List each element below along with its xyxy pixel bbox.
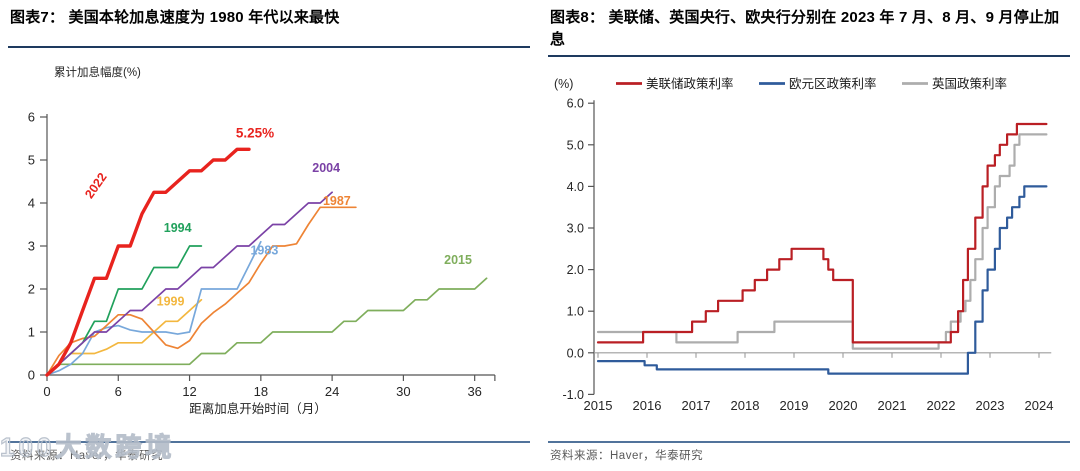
- svg-text:3: 3: [28, 239, 35, 254]
- figure8-footer-rule: [548, 441, 1070, 443]
- series-label-1983: 1983: [250, 244, 278, 258]
- series-label-2015: 2015: [444, 253, 472, 267]
- svg-text:5: 5: [28, 153, 35, 168]
- svg-text:3.0: 3.0: [567, 222, 584, 236]
- svg-text:2018: 2018: [731, 398, 760, 413]
- legend-label-1: 欧元区政策利率: [789, 76, 877, 91]
- svg-text:2: 2: [28, 282, 35, 297]
- series-line-2004: [46, 191, 333, 376]
- svg-text:距离加息开始时间（月）: 距离加息开始时间（月）: [189, 401, 327, 416]
- figure7-title: 图表7： 美国本轮加息速度为 1980 年代以来最快: [10, 9, 340, 26]
- figure8-source: 资料来源：Haver，华泰研究: [550, 450, 704, 462]
- y-axis: [588, 100, 595, 395]
- svg-text:2.0: 2.0: [567, 263, 584, 277]
- svg-text:4: 4: [28, 196, 35, 211]
- series-line-2022: [45, 147, 251, 377]
- zero-baseline: [594, 352, 1052, 358]
- annotation-peak-rate: 5.25%: [236, 126, 274, 141]
- series-line-欧元区政策利率: [596, 185, 1048, 375]
- svg-text:12: 12: [182, 384, 196, 399]
- svg-text:24: 24: [325, 384, 339, 399]
- legend-label-0: 美联储政策利率: [646, 76, 734, 91]
- x-tick-labels: 2015 2016 2017 2018 2019 2020 2021 2022 2023 2024: [584, 398, 1054, 413]
- series-line-英国政策利率: [596, 133, 1048, 350]
- figure8-line-chart: -1.0 0.0 1.0 2.0 3.0 4.0 5.0 6.0 (%) 2015 2016 2017…: [554, 76, 1054, 413]
- svg-text:5.0: 5.0: [567, 138, 584, 152]
- svg-text:2023: 2023: [976, 398, 1005, 413]
- series-line-美联储政策利率: [596, 122, 1048, 344]
- series-label-1999: 1999: [157, 294, 185, 308]
- svg-text:-1.0: -1.0: [562, 388, 584, 402]
- svg-text:2019: 2019: [780, 398, 809, 413]
- series-label-1994: 1994: [164, 221, 192, 235]
- svg-text:0: 0: [43, 384, 50, 399]
- figure8-title-rule: [548, 55, 1070, 57]
- svg-text:6: 6: [115, 384, 122, 399]
- series-lines: [596, 122, 1048, 375]
- svg-text:0.0: 0.0: [567, 346, 584, 360]
- svg-text:30: 30: [396, 384, 410, 399]
- figure7-source: 资料来源：Haver，华泰研究: [10, 450, 164, 462]
- svg-text:6.0: 6.0: [567, 97, 584, 111]
- y-tick-labels: -1.0 0.0 1.0 2.0 3.0 4.0 5.0 6.0 (%): [554, 77, 584, 402]
- figure8-title: 图表8： 美联储、英国央行、欧央行分别在 2023 年 7 月、8 月、9 月停…: [550, 9, 1060, 48]
- svg-text:6: 6: [28, 110, 35, 125]
- svg-text:4.0: 4.0: [567, 180, 584, 194]
- svg-text:1: 1: [28, 325, 35, 340]
- svg-text:2024: 2024: [1025, 398, 1054, 413]
- figure7-panel: 图表7： 美国本轮加息速度为 1980 年代以来最快 0 1 2 3 4 5 6 0 6 12 18…: [0, 9, 530, 463]
- svg-text:2021: 2021: [878, 398, 907, 413]
- figure8-panel: 图表8： 美联储、英国央行、欧央行分别在 2023 年 7 月、8 月、9 月停…: [540, 0, 1080, 471]
- series-line-2015: [46, 277, 488, 376]
- svg-text:1.0: 1.0: [567, 305, 584, 319]
- svg-text:2015: 2015: [584, 398, 613, 413]
- series-line-1983: [46, 240, 262, 376]
- legend-label-2: 英国政策利率: [932, 76, 1007, 91]
- svg-text:2016: 2016: [633, 398, 662, 413]
- series-label-1987: 1987: [323, 194, 351, 208]
- figure7-footer-rule: [8, 441, 530, 443]
- series-label-2022: 2022: [82, 170, 109, 201]
- svg-text:0: 0: [28, 368, 35, 383]
- svg-text:2017: 2017: [682, 398, 711, 413]
- series-line-1994: [46, 245, 203, 376]
- legend: 美联储政策利率 欧元区政策利率 英国政策利率: [616, 76, 1007, 91]
- series-lines: [45, 147, 488, 377]
- svg-text:累计加息幅度(%): 累计加息幅度(%): [54, 65, 141, 79]
- svg-text:36: 36: [467, 384, 481, 399]
- svg-text:2022: 2022: [927, 398, 956, 413]
- svg-text:(%): (%): [554, 77, 573, 91]
- series-label-2004: 2004: [312, 161, 340, 175]
- svg-text:18: 18: [254, 384, 268, 399]
- series-line-1999: [46, 298, 203, 376]
- svg-text:2020: 2020: [829, 398, 858, 413]
- figure7-title-rule: [8, 46, 530, 48]
